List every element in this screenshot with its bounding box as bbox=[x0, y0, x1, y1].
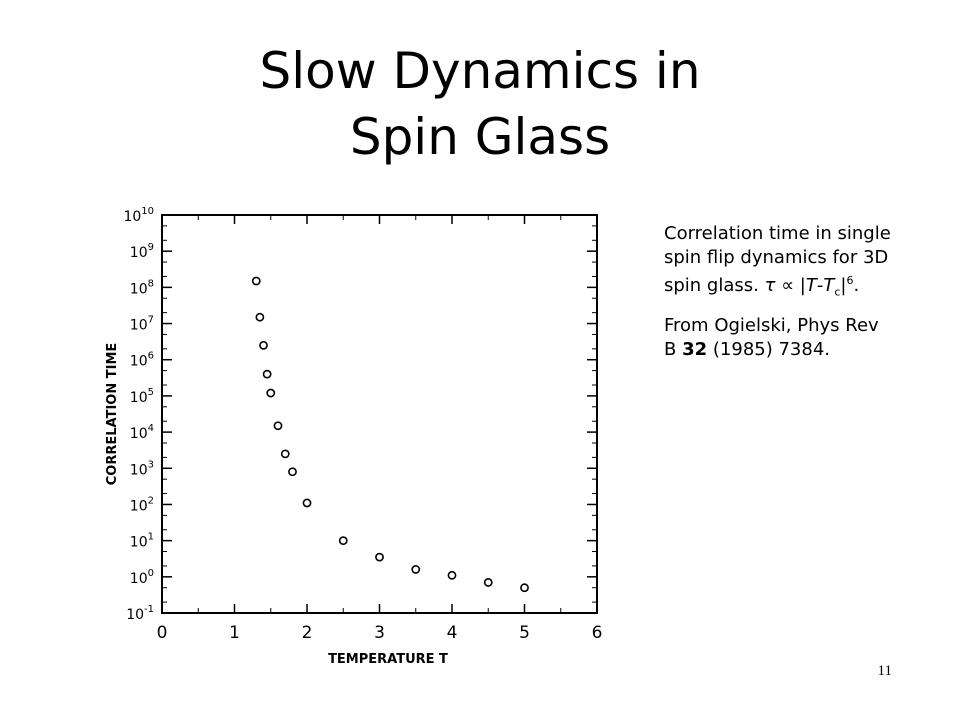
y-tick-exponent: -1 bbox=[144, 604, 154, 615]
y-tick-label: 103 bbox=[130, 459, 154, 478]
formula-Tc-T: T bbox=[823, 275, 835, 296]
y-tick-exponent: 8 bbox=[148, 278, 154, 289]
slide-title: Slow Dynamics in Spin Glass bbox=[0, 38, 960, 170]
data-point bbox=[338, 536, 348, 546]
data-point bbox=[375, 552, 384, 562]
y-tick-exponent: 1 bbox=[148, 532, 154, 543]
data-point bbox=[255, 312, 265, 322]
proportional-symbol: ∝ bbox=[781, 275, 795, 296]
y-tick-base: 10 bbox=[130, 354, 148, 370]
data-point bbox=[273, 421, 283, 431]
y-tick-label: 100 bbox=[130, 568, 154, 587]
y-tick-exponent: 4 bbox=[148, 423, 154, 434]
page-number: 11 bbox=[877, 663, 892, 679]
source-suffix: (1985) 7384. bbox=[712, 338, 830, 360]
y-tick-exponent: 2 bbox=[148, 495, 154, 506]
y-tick-label: 104 bbox=[130, 423, 154, 442]
y-tick-exponent: 6 bbox=[148, 351, 154, 362]
x-axis-label: TEMPERATURE T bbox=[328, 652, 448, 667]
data-point bbox=[520, 583, 529, 593]
formula: τ ∝ |T-Tc|6. bbox=[764, 274, 860, 299]
y-tick-label: 107 bbox=[130, 315, 154, 334]
source-volume: 32 bbox=[682, 338, 708, 360]
data-point bbox=[302, 498, 312, 508]
x-tick-label: 2 bbox=[302, 623, 313, 643]
y-tick-base: 10 bbox=[123, 209, 141, 225]
data-point bbox=[266, 388, 276, 398]
y-tick-base: 10 bbox=[130, 426, 148, 442]
y-tick-exponent: 9 bbox=[148, 242, 154, 253]
data-point bbox=[447, 570, 457, 580]
data-points bbox=[251, 276, 529, 593]
y-tick-exponent: 10 bbox=[141, 206, 154, 217]
caption-text: Correlation time in single spin flip dyn… bbox=[664, 223, 891, 296]
data-point bbox=[262, 369, 272, 379]
x-tick-label: 6 bbox=[592, 623, 603, 643]
y-tick-exponent: 5 bbox=[148, 387, 154, 398]
y-tick-label: 106 bbox=[130, 351, 154, 370]
tau-symbol: τ bbox=[764, 275, 776, 296]
title-line-1: Slow Dynamics in bbox=[259, 42, 701, 100]
y-tick-label: 10-1 bbox=[126, 604, 154, 623]
title-line-2: Spin Glass bbox=[349, 108, 611, 166]
y-tick-base: 10 bbox=[130, 535, 148, 551]
y-tick-base: 10 bbox=[130, 571, 148, 587]
x-tick-label: 4 bbox=[447, 623, 458, 643]
y-tick-label: 101 bbox=[130, 532, 154, 551]
y-tick-exponent: 3 bbox=[148, 459, 154, 470]
data-point bbox=[411, 565, 421, 574]
caption-source: From Ogielski, Phys Rev B 32 (1985) 7384… bbox=[664, 314, 894, 361]
y-tick-base: 10 bbox=[130, 498, 148, 514]
data-point bbox=[251, 276, 261, 286]
caption-description: Correlation time in single spin flip dyn… bbox=[664, 222, 894, 304]
formula-exponent: 6 bbox=[846, 274, 854, 287]
y-tick-label: 105 bbox=[130, 387, 154, 406]
y-tick-base: 10 bbox=[130, 390, 148, 406]
source-prefix: From Ogielski, Phys Rev B bbox=[664, 315, 879, 360]
y-tick-label: 108 bbox=[130, 278, 154, 297]
data-point bbox=[483, 578, 493, 587]
y-tick-base: 10 bbox=[130, 281, 148, 297]
y-tick-exponent: 0 bbox=[148, 568, 154, 579]
x-axis-ticks: 0 1 2 3 4 5 6 bbox=[157, 215, 603, 643]
y-tick-base: 10 bbox=[130, 245, 148, 261]
y-axis-label: CORRELATION TIME bbox=[105, 343, 120, 486]
y-tick-exponent: 7 bbox=[148, 315, 154, 326]
y-tick-label: 102 bbox=[130, 495, 154, 514]
y-tick-base: 10 bbox=[130, 318, 148, 334]
x-tick-label: 3 bbox=[374, 623, 385, 643]
formula-end: . bbox=[853, 275, 860, 296]
x-tick-label: 5 bbox=[519, 623, 530, 643]
formula-minus: - bbox=[816, 275, 824, 296]
y-tick-base: 10 bbox=[126, 607, 144, 623]
x-tick-label: 0 bbox=[157, 623, 168, 643]
data-point bbox=[288, 467, 297, 477]
y-tick-base: 10 bbox=[130, 462, 148, 478]
x-tick-label: 1 bbox=[229, 623, 240, 643]
y-tick-label: 1010 bbox=[123, 206, 154, 225]
y-tick-label: 109 bbox=[130, 242, 154, 261]
data-point bbox=[280, 449, 290, 459]
figure-caption: Correlation time in single spin flip dyn… bbox=[664, 222, 894, 371]
data-point bbox=[259, 340, 268, 350]
formula-T: T bbox=[805, 275, 817, 296]
formula-Tc-sub: c bbox=[834, 285, 841, 299]
